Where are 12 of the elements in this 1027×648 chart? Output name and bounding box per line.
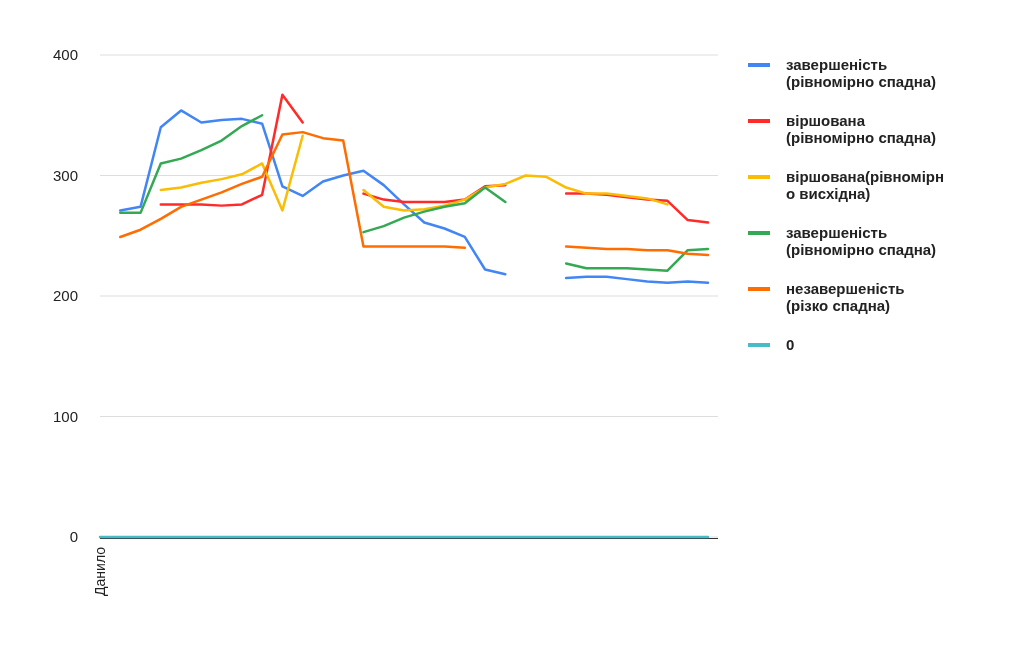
y-tick-label: 0 xyxy=(69,528,78,546)
y-tick-label: 400 xyxy=(52,46,78,64)
legend-label: віршована(рівномірно висхідна) xyxy=(786,168,945,202)
legend-label: незавершеність (різко спадна) xyxy=(786,280,905,314)
legend-label: 0 xyxy=(786,336,795,353)
legend-label: завершеність (рівномірно спадна) xyxy=(786,224,937,258)
y-tick-label: 300 xyxy=(52,166,78,184)
y-tick-label: 200 xyxy=(52,287,78,305)
x-tick-label: Данило xyxy=(92,546,108,596)
legend-label: завершеність (рівномірно спадна) xyxy=(786,56,937,90)
legend-label: віршована (рівномірно спадна) xyxy=(786,112,937,146)
y-tick-label: 100 xyxy=(52,407,78,425)
